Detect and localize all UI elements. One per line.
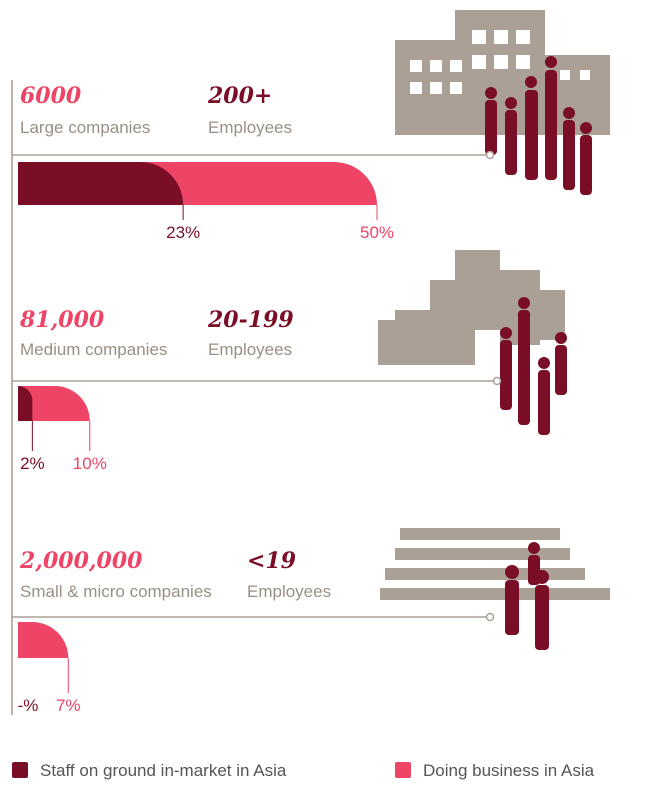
employee-count: <19 [247,548,296,574]
company-count: 6000 [20,83,82,109]
medium-people-illustration [500,297,567,435]
value-label: 50% [360,223,394,242]
legend-label: Doing business in Asia [423,761,595,780]
legend-swatch [12,762,28,778]
bar [18,386,33,421]
large-buildings-illustration [395,10,610,135]
value-label: 10% [73,454,107,473]
bar [18,386,90,421]
divider-end [485,612,495,622]
employee-count: 200+ [207,83,272,109]
company-size-label: Medium companies [20,340,167,359]
divider-end [485,150,495,160]
value-label: 2% [20,454,45,473]
divider-end [492,376,502,386]
employee-count: 20-199 [207,307,294,333]
value-label: -% [18,696,39,715]
legend-swatch [395,762,411,778]
bar [18,622,69,658]
company-size-label: Large companies [20,118,150,137]
employee-label: Employees [208,118,292,137]
medium-buildings-illustration [378,250,565,365]
company-size-label: Small & micro companies [20,582,212,601]
legend-label: Staff on ground in-market in Asia [40,761,287,780]
shops-illustration [380,528,610,600]
company-count: 2,000,000 [19,548,143,574]
employee-label: Employees [247,582,331,601]
company-count: 81,000 [19,307,105,333]
value-label: 7% [56,696,81,715]
value-label: 23% [166,223,200,242]
small-people-illustration [505,542,549,650]
large-people-illustration [485,56,592,195]
bar [18,162,184,205]
employee-label: Employees [208,340,292,359]
